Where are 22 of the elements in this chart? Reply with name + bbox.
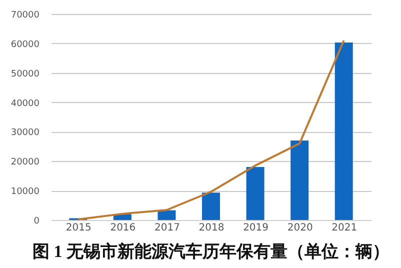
y-tick-label: 0: [34, 216, 40, 226]
x-tick-label: 2016: [110, 222, 136, 234]
x-tick-label: 2020: [287, 222, 313, 234]
x-tick-label: 2015: [66, 222, 92, 234]
y-tick-label: 40000: [10, 98, 40, 109]
y-tick-label: 20000: [10, 158, 40, 168]
x-tick-label: 2017: [154, 222, 180, 234]
bar: [334, 42, 353, 220]
y-tick-label: 10000: [10, 187, 40, 198]
y-tick-label: 50000: [10, 69, 40, 80]
y-tick-label: 60000: [10, 40, 40, 50]
line-series: [77, 39, 345, 220]
bar: [246, 167, 264, 220]
text: 图 1 无锡市新能源汽车历年保有量（单位：辆）: [32, 242, 390, 261]
bar: [158, 210, 176, 220]
bar: [290, 140, 309, 220]
x-tick-label: 2019: [243, 222, 269, 234]
y-tick-label: 30000: [10, 128, 40, 138]
x-tick-label: 2021: [332, 222, 358, 234]
y-tick-label: 70000: [10, 10, 40, 20]
x-tick-label: 2018: [198, 222, 224, 234]
bar: [202, 192, 220, 220]
